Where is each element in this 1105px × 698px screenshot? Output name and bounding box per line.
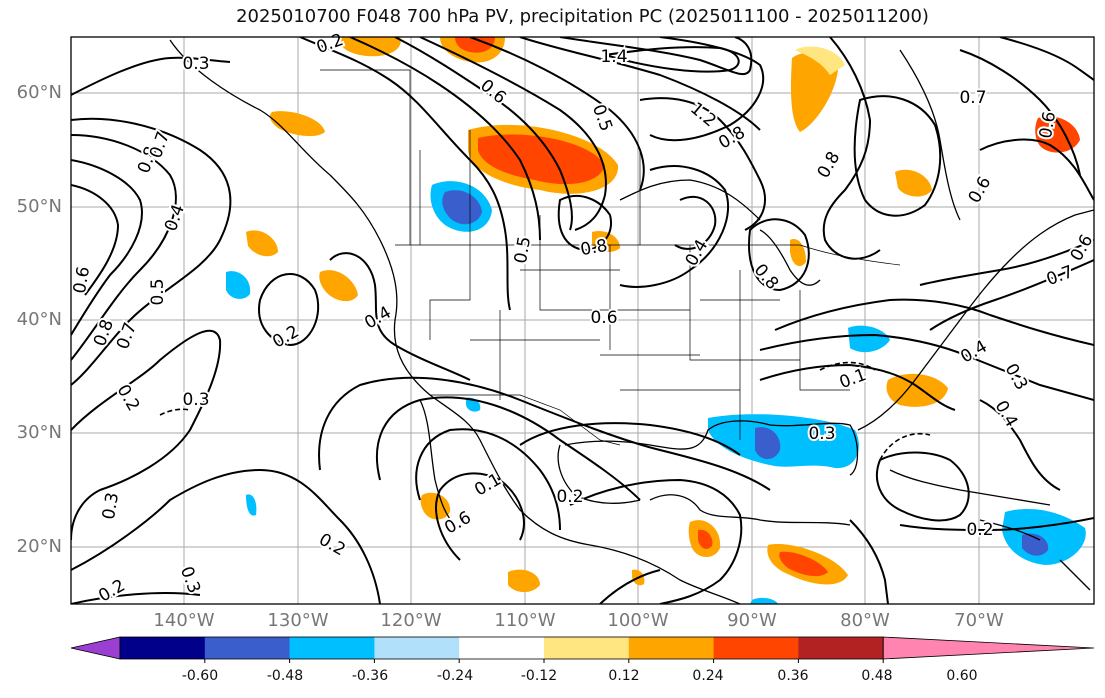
colorbar-swatch (544, 637, 630, 659)
colorbar-swatch (713, 637, 799, 659)
colorbar-extend-max (882, 636, 1095, 660)
lat-label-50n: 50°N (16, 196, 62, 217)
lon-label-80w: 80°W (840, 610, 890, 631)
pv-contours (71, 37, 1094, 604)
colorbar-swatch (798, 637, 884, 659)
map-title: 2025010700 F048 700 hPa PV, precipitatio… (236, 6, 929, 27)
anomaly-gulfmx-red (779, 551, 828, 577)
contour-label: 1.4 (600, 47, 627, 67)
anomaly-pac-orange (319, 270, 358, 302)
pv-contours-dashed (159, 361, 931, 461)
contour-label: 0.6 (1036, 110, 1060, 140)
lat-label-20n: 20°N (16, 536, 62, 557)
lon-label-110w: 110°W (494, 610, 556, 631)
lat-label-30n: 30°N (16, 422, 62, 443)
anomaly-north2-red (455, 37, 495, 53)
lon-label-120w: 120°W (380, 610, 442, 631)
contour-label: 0.3 (182, 390, 209, 410)
colorbar-outline (119, 636, 884, 660)
anomaly-bc-darkblue (442, 190, 482, 225)
colorbar-tick-label: 0.60 (946, 668, 978, 684)
colorbar-swatch (204, 637, 291, 659)
contour-label: 0.7 (959, 88, 986, 108)
lon-label-70w: 70°W (954, 610, 1004, 631)
contour-label: 0.3 (99, 491, 123, 521)
lon-label-100w: 100°W (607, 610, 669, 631)
anomaly-pac-blue (226, 271, 251, 299)
contour-label: 0.3 (182, 54, 209, 74)
contour-label: 0.5 (148, 278, 168, 305)
anomaly-pac2-orange (246, 230, 278, 257)
anomaly-ne-orange (895, 169, 932, 197)
colorbar-tick-label: 0.36 (777, 668, 809, 684)
lon-label-140w: 140°W (153, 610, 215, 631)
lon-label-130w: 130°W (267, 610, 329, 631)
colorbar-swatch (289, 637, 375, 659)
colorbar-swatch (628, 637, 715, 659)
colorbar-tick-label: 0.48 (861, 668, 893, 684)
lat-label-40n: 40°N (16, 309, 62, 330)
anomaly-gulf-darkblue (755, 427, 781, 459)
colorbar-tick-label: -0.48 (266, 668, 304, 684)
contour-label: 0.2 (966, 520, 993, 540)
colorbar-tick-label: -0.36 (351, 668, 389, 684)
colorbar-tick-label: 0.24 (692, 668, 724, 684)
colorbar-swatch (120, 637, 206, 659)
anomaly-carib-darkblue (1022, 533, 1049, 556)
anomaly-ohio-blue (848, 325, 890, 353)
colorbar-tick-label: -0.12 (520, 668, 558, 684)
colorbar-tick-label: 0.12 (608, 668, 640, 684)
contour-label: 0.3 (808, 424, 835, 444)
contour-label: 0.6 (590, 308, 617, 328)
anomaly-labrador-yellow (795, 46, 845, 75)
colorbar-swatch (459, 637, 545, 659)
anomaly-gulf-blue (708, 414, 859, 469)
anomaly-bahama-blue (246, 494, 257, 516)
lat-label-60n: 60°N (16, 82, 62, 103)
colorbar-tick-label: -0.24 (436, 668, 474, 684)
anomaly-yucatan-red (698, 529, 713, 549)
colorbar (70, 636, 1095, 663)
anomaly-sw-blue (750, 597, 778, 604)
anomaly-mexico-orange (508, 569, 540, 593)
colorbar-tick-label: -0.60 (181, 668, 219, 684)
anomaly-labrador-orange (790, 52, 838, 133)
contour-label: 0.2 (556, 487, 583, 507)
colorbar-swatch (374, 637, 460, 659)
lon-label-90w: 90°W (727, 610, 777, 631)
colorbar-extend-min (70, 636, 121, 660)
map-frame (70, 36, 1095, 605)
